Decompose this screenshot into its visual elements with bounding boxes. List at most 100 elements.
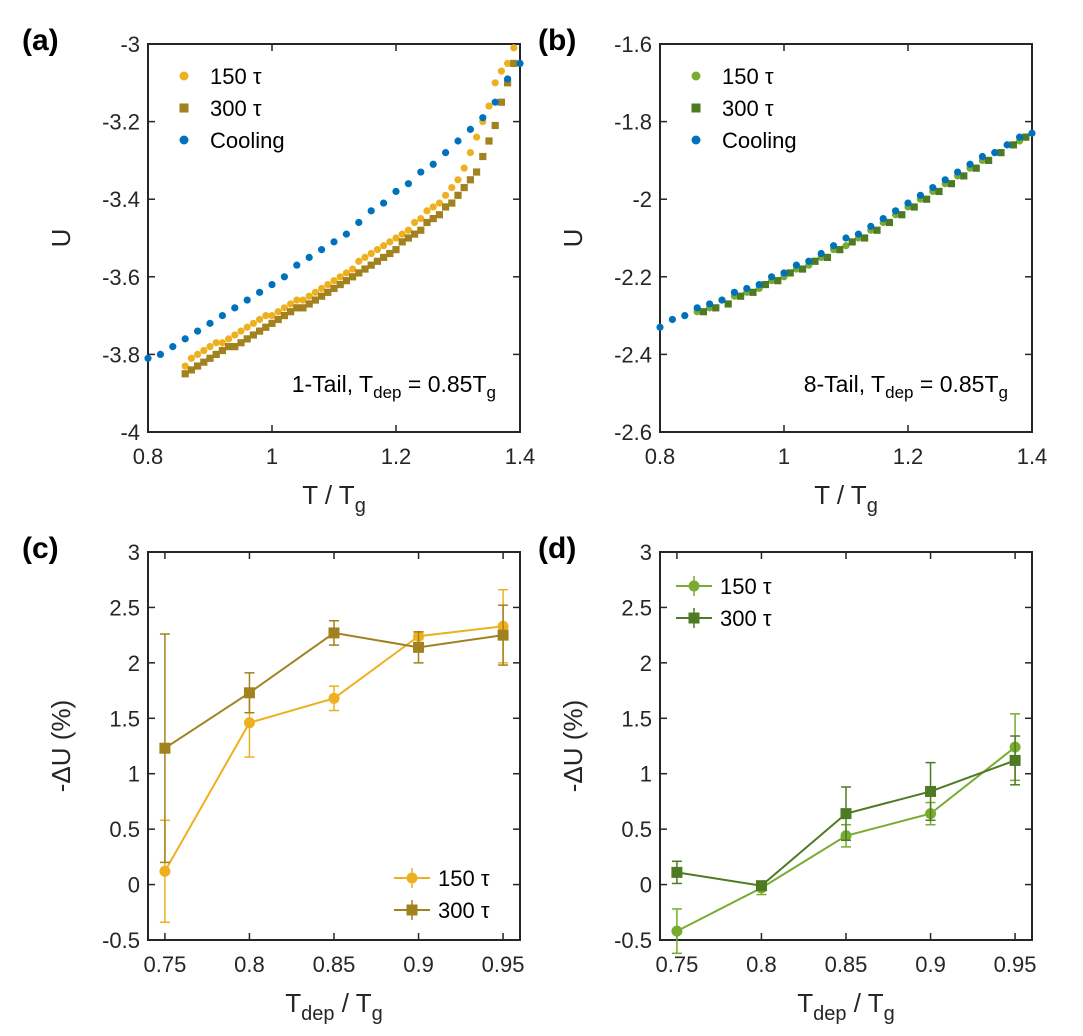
data-point [417,215,425,223]
data-point [985,156,993,164]
data-point [380,199,388,207]
legend-label: 300 τ [438,898,490,923]
data-point [792,261,801,269]
data-point [929,183,937,192]
data-point [768,273,776,281]
y-tick-label: -3 [120,32,140,57]
data-point [780,269,788,277]
y-tick-label: 1.5 [621,706,652,731]
panel-label: (a) [22,24,59,57]
data-point [392,246,400,254]
y-axis-label: -ΔU (%) [558,700,588,792]
data-point [268,319,276,327]
data-point [194,350,202,358]
y-axis-label: U [46,229,76,248]
data-point [454,191,462,199]
data-point [411,218,419,227]
annotation-pre: 1-Tail, T [292,371,373,397]
legend-item: Cooling [691,128,797,153]
data-point [991,149,999,157]
data-point [898,211,906,219]
data-point [1028,129,1036,137]
plot-area [144,44,524,378]
legend: 150 τ 300 τ Cooling [691,64,797,153]
data-point [256,327,264,335]
data-point [656,323,664,331]
data-point [454,137,462,145]
data-point [712,304,720,312]
data-point [854,230,863,238]
y-tick-label: 0.5 [621,817,652,842]
data-point [423,207,431,215]
plot-area [159,588,509,924]
data-point [842,242,850,250]
x-axis-label-main: T / T [302,480,355,510]
data-point [324,288,332,296]
data-point [972,164,980,172]
data-point [287,308,295,316]
data-point [442,203,450,211]
axes-box [659,43,1033,433]
x-axis-label-main: T [285,988,301,1018]
data-point [737,292,745,300]
legend-marker [179,71,189,81]
data-point [169,343,177,351]
data-point [293,304,301,312]
x-tick-label: 0.8 [746,952,777,977]
data-point [861,234,869,242]
data-point [1016,133,1024,141]
data-point [935,187,943,196]
data-point [823,253,831,261]
data-point [243,335,251,343]
data-point [218,346,226,355]
legend-marker [406,904,418,916]
data-point [328,692,340,704]
data-point [194,327,202,335]
x-axis-label-sub2: g [372,1003,383,1025]
data-point [842,234,850,242]
data-point [836,246,844,254]
data-point [429,160,437,168]
y-tick-label: -2.4 [614,342,652,367]
data-point [280,304,288,312]
annotation-sub2: g [487,383,496,402]
x-tick-label: 0.95 [482,952,525,977]
y-tick-label: -4 [120,420,140,445]
series-300-τ [671,735,1021,892]
data-point [280,273,288,281]
legend-marker [688,580,700,592]
data-point [355,269,363,277]
y-tick-label: 0.5 [109,817,140,842]
data-point [404,226,412,234]
x-tick-label: 1 [778,444,790,469]
data-point [442,191,450,199]
data-point [293,296,301,304]
annotation: 1-Tail, Tdep = 0.85Tg [292,371,496,402]
data-point [311,288,319,296]
data-point [1009,141,1017,149]
data-point [879,215,887,223]
data-point [504,79,512,87]
data-point [206,354,214,362]
data-point [761,280,769,289]
data-point [504,75,512,83]
y-axis-label: U [558,229,588,248]
y-tick-label: -3.8 [102,342,140,367]
data-point [398,230,406,238]
legend-marker [691,135,701,145]
data-point [367,207,375,215]
data-point [442,149,450,157]
data-point [299,304,307,312]
legend-marker [688,612,700,624]
data-point [243,323,251,331]
data-point [256,288,264,296]
data-point [336,280,344,289]
data-point [194,362,202,370]
data-point [867,222,875,230]
x-axis-label-mid: / T [335,988,372,1018]
data-point [873,226,881,234]
data-point [218,312,226,320]
data-point [181,362,189,370]
data-point [681,312,689,320]
data-point [411,230,419,238]
